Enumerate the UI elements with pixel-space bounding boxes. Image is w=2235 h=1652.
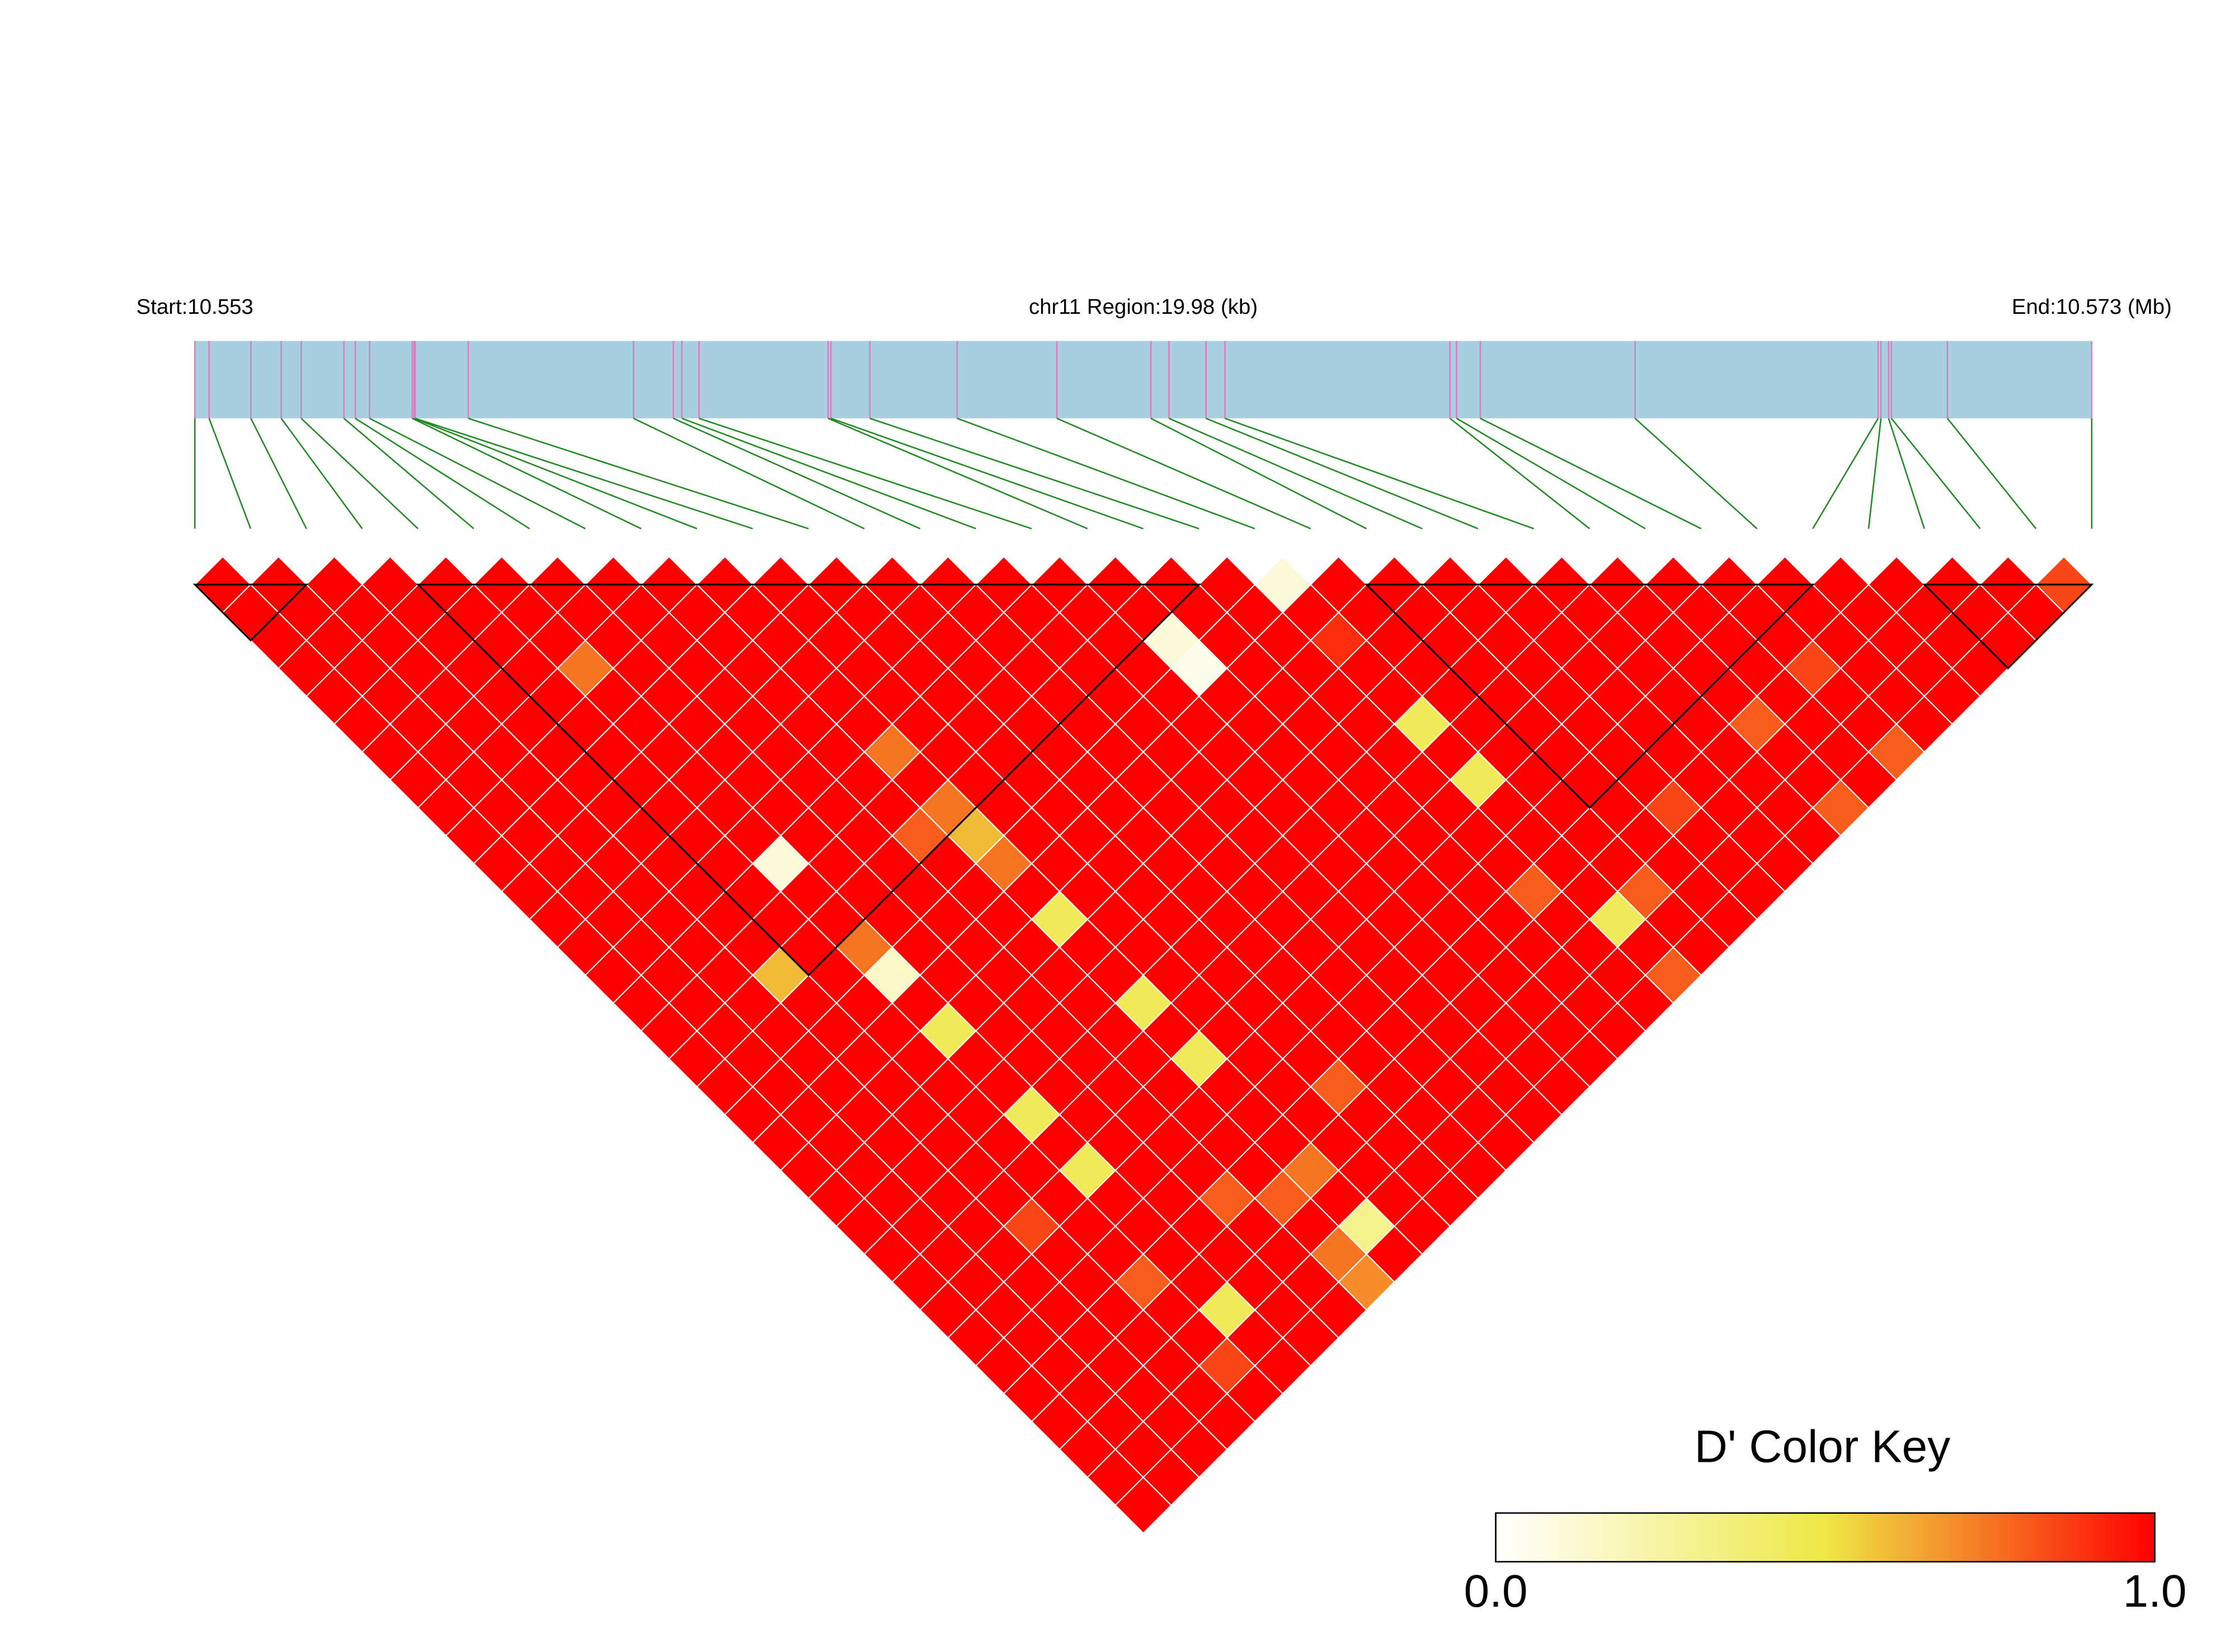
ld-block xyxy=(1922,583,2094,670)
snp-connector xyxy=(957,417,1255,530)
snp-connector xyxy=(468,417,809,530)
snp-connector xyxy=(1634,417,1758,530)
ld-block xyxy=(416,583,1202,977)
snp-connector xyxy=(250,418,307,529)
snp-connector xyxy=(1888,418,1925,529)
snp-connector xyxy=(1480,417,1702,530)
snp-connector xyxy=(1449,417,1591,530)
snp-connector xyxy=(1056,417,1311,530)
snp-connector xyxy=(355,417,530,530)
snp-connector xyxy=(1206,417,1479,530)
snp-connector xyxy=(633,417,865,530)
snp-connector xyxy=(1946,418,2037,529)
snp-connector xyxy=(869,417,1199,530)
region-label: chr11 Region:19.98 (kb) xyxy=(1029,295,1258,319)
start-label: Start:10.553 xyxy=(137,295,253,319)
snp-connector xyxy=(1867,418,1882,529)
snp-connector xyxy=(208,418,252,529)
snp-connector xyxy=(413,417,698,530)
snp-connector xyxy=(673,417,921,530)
legend-tick-label: 1.0 xyxy=(2123,1566,2187,1617)
snp-connector xyxy=(369,417,586,530)
snp-connector xyxy=(280,418,363,529)
end-label: End:10.573 (Mb) xyxy=(2012,295,2172,319)
snp-connector xyxy=(1150,417,1367,530)
snp-connector xyxy=(681,417,976,530)
ld-block xyxy=(1364,583,1815,809)
snp-connector xyxy=(1225,417,1535,530)
snp-connector xyxy=(1890,418,1981,529)
snp-connector xyxy=(1168,417,1423,530)
snp-connector xyxy=(1812,418,1879,529)
snp-connector xyxy=(343,417,474,530)
legend-title: D' Color Key xyxy=(1695,1422,1950,1472)
snp-connector xyxy=(827,417,1088,530)
snp-connector xyxy=(300,417,419,529)
snp-connector xyxy=(698,417,1032,530)
snp-connector xyxy=(412,417,642,530)
snp-connector xyxy=(415,417,753,530)
legend-tick-label: 0.0 xyxy=(1464,1566,1528,1617)
region-bar xyxy=(195,341,2092,418)
snp-connector xyxy=(1456,417,1646,530)
color-key xyxy=(1495,1512,2156,1562)
snp-connector xyxy=(830,417,1144,530)
ld-block xyxy=(192,583,309,642)
